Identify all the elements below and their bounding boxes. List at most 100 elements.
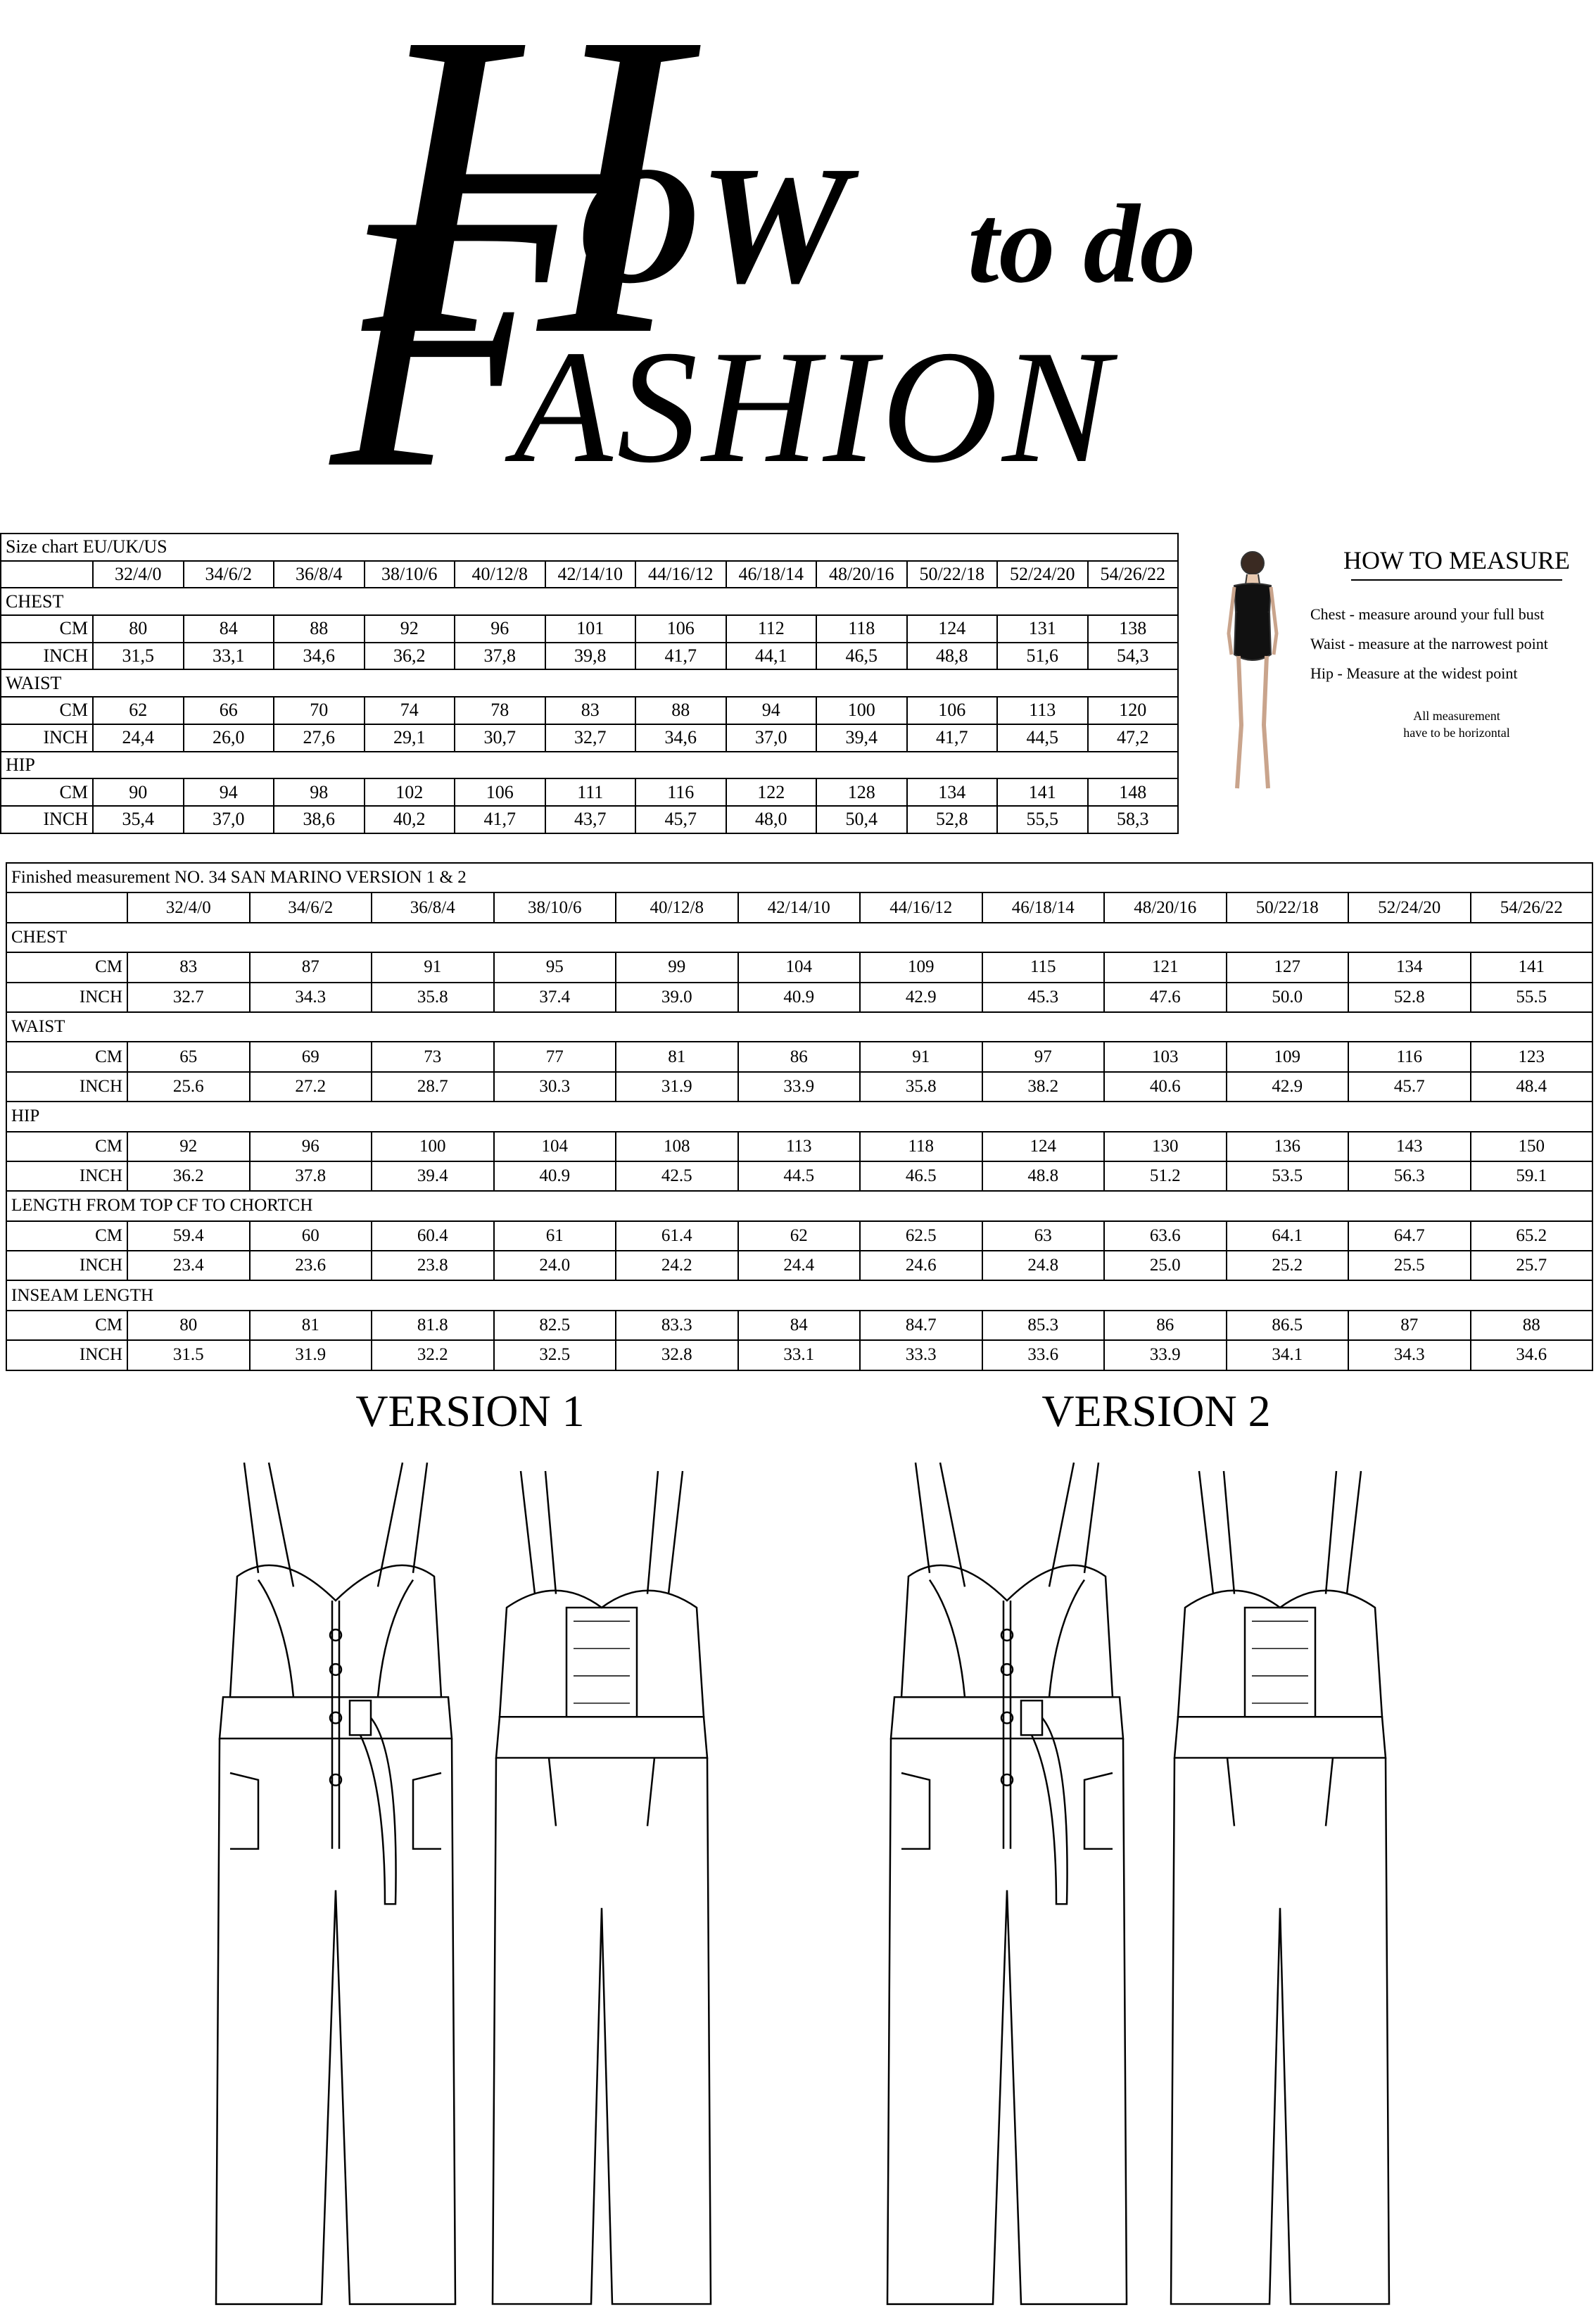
value-cell: 63 (981, 1220, 1105, 1252)
value-cell: 106 (906, 696, 998, 725)
value-cell: 40.9 (737, 981, 861, 1013)
value-cell: 34.3 (1348, 1339, 1471, 1371)
value-cell: 37,0 (725, 723, 817, 752)
data-row: CM 59.4 60 60.4 61 61.4 62 62.5 63 63.6 64.1 64.7 65… (6, 1220, 1593, 1252)
value-cell: 64.1 (1225, 1220, 1349, 1252)
value-cell: 83 (544, 696, 636, 725)
value-cell: 37.4 (493, 981, 616, 1013)
value-cell: 78 (454, 696, 546, 725)
value-cell: 24,4 (92, 723, 184, 752)
value-cell: 52.8 (1348, 981, 1471, 1013)
value-cell: 101 (544, 614, 636, 643)
value-cell: 40,2 (363, 805, 455, 834)
value-cell: 43,7 (544, 805, 636, 834)
value-cell: 85.3 (981, 1309, 1105, 1342)
value-cell: 94 (182, 778, 274, 807)
value-cell: 34.6 (1469, 1339, 1593, 1371)
value-cell: 39,8 (544, 641, 636, 671)
value-cell: 74 (363, 696, 455, 725)
size-header: 44/16/12 (859, 892, 983, 923)
value-cell: 25.7 (1469, 1250, 1593, 1282)
value-cell: 88 (1469, 1309, 1593, 1342)
value-cell: 33.1 (737, 1339, 861, 1371)
value-cell: 31.9 (615, 1071, 739, 1103)
value-cell: 24.4 (737, 1250, 861, 1282)
value-cell: 51.2 (1103, 1160, 1227, 1192)
value-cell: 86 (737, 1041, 861, 1073)
value-cell: 51,6 (996, 641, 1089, 671)
unit-label: CM (6, 1220, 128, 1252)
value-cell: 61 (493, 1220, 616, 1252)
value-cell: 70 (273, 696, 365, 725)
value-cell: 34.3 (248, 981, 372, 1013)
value-cell: 25.0 (1103, 1250, 1227, 1282)
data-row: INCH 24,4 26,0 27,6 29,1 30,7 32,7 34,6 37,0 39,4… (0, 723, 1179, 752)
value-cell: 41,7 (635, 641, 727, 671)
value-cell: 38,6 (273, 805, 365, 834)
unit-label: INCH (0, 805, 94, 834)
data-row: CM 62 66 70 74 78 83 88 94 100 106 113 120 (0, 696, 1179, 725)
data-row: INCH 31.5 31.9 32.2 32.5 32.8 33.1 33.3 33.6 33.9… (6, 1339, 1593, 1371)
value-cell: 23.8 (371, 1250, 495, 1282)
value-cell: 100 (816, 696, 908, 725)
section-name: LENGTH FROM TOP CF TO CHORTCH (6, 1190, 1593, 1222)
value-cell: 86.5 (1225, 1309, 1349, 1342)
unit-label: CM (6, 952, 128, 983)
table-title: Finished measurement NO. 34 SAN MARINO V… (6, 862, 1593, 894)
section-row: CHEST (0, 587, 1179, 617)
section-name: HIP (0, 750, 1179, 780)
size-header: 34/6/2 (182, 560, 274, 589)
value-cell: 148 (1087, 778, 1179, 807)
value-cell: 116 (635, 778, 727, 807)
size-header: 54/26/22 (1469, 892, 1593, 923)
value-cell: 37.8 (248, 1160, 372, 1192)
value-cell: 48,0 (725, 805, 817, 834)
header-cell (0, 560, 94, 589)
value-cell: 60 (248, 1220, 372, 1252)
section-row: HIP (6, 1101, 1593, 1132)
value-cell: 112 (725, 614, 817, 643)
value-cell: 118 (859, 1130, 983, 1162)
value-cell: 39,4 (816, 723, 908, 752)
data-row: CM 90 94 98 102 106 111 116 122 128 134 141 148 (0, 778, 1179, 807)
table-body: Finished measurement NO. 34 SAN MARINO V… (6, 862, 1593, 1371)
front-drawing (886, 1461, 1128, 2305)
value-cell: 50.0 (1225, 981, 1349, 1013)
size-header: 38/10/6 (493, 892, 616, 923)
unit-label: CM (6, 1041, 128, 1073)
value-cell: 35.8 (371, 981, 495, 1013)
value-cell: 134 (1348, 952, 1471, 983)
value-cell: 95 (493, 952, 616, 983)
section-row: WAIST (0, 669, 1179, 698)
value-cell: 62 (737, 1220, 861, 1252)
header-row: 32/4/0 34/6/2 36/8/4 38/10/6 40/12/8 42/14/10… (6, 892, 1593, 923)
value-cell: 99 (615, 952, 739, 983)
value-cell: 25.2 (1225, 1250, 1349, 1282)
value-cell: 81 (615, 1041, 739, 1073)
value-cell: 80 (92, 614, 184, 643)
size-chart: Size chart EU/UK/US 32/4/0 34/6/2 36/8/4 38/… (0, 533, 1179, 834)
value-cell: 30.3 (493, 1071, 616, 1103)
value-cell: 48,8 (906, 641, 998, 671)
value-cell: 47,2 (1087, 723, 1179, 752)
logo-f: F (325, 139, 559, 507)
data-row: INCH 25.6 27.2 28.7 30.3 31.9 33.9 35.8 38.2 40.6… (6, 1071, 1593, 1103)
size-header: 34/6/2 (248, 892, 372, 923)
value-cell: 96 (248, 1130, 372, 1162)
size-header: 46/18/14 (725, 560, 817, 589)
value-cell: 116 (1348, 1041, 1471, 1073)
value-cell: 88 (635, 696, 727, 725)
value-cell: 33,1 (182, 641, 274, 671)
data-row: CM 83 87 91 95 99 104 109 115 121 127 134 141 (6, 952, 1593, 983)
unit-label: INCH (6, 1160, 128, 1192)
value-cell: 29,1 (363, 723, 455, 752)
value-cell: 83.3 (615, 1309, 739, 1342)
size-header: 44/16/12 (635, 560, 727, 589)
unit-label: CM (6, 1130, 128, 1162)
size-header: 32/4/0 (92, 560, 184, 589)
measure-line: Hip - Measure at the widest point (1310, 664, 1518, 682)
measure-note: All measurement (1413, 709, 1500, 723)
value-cell: 150 (1469, 1130, 1593, 1162)
value-cell: 61.4 (615, 1220, 739, 1252)
size-header: 52/24/20 (1348, 892, 1471, 923)
